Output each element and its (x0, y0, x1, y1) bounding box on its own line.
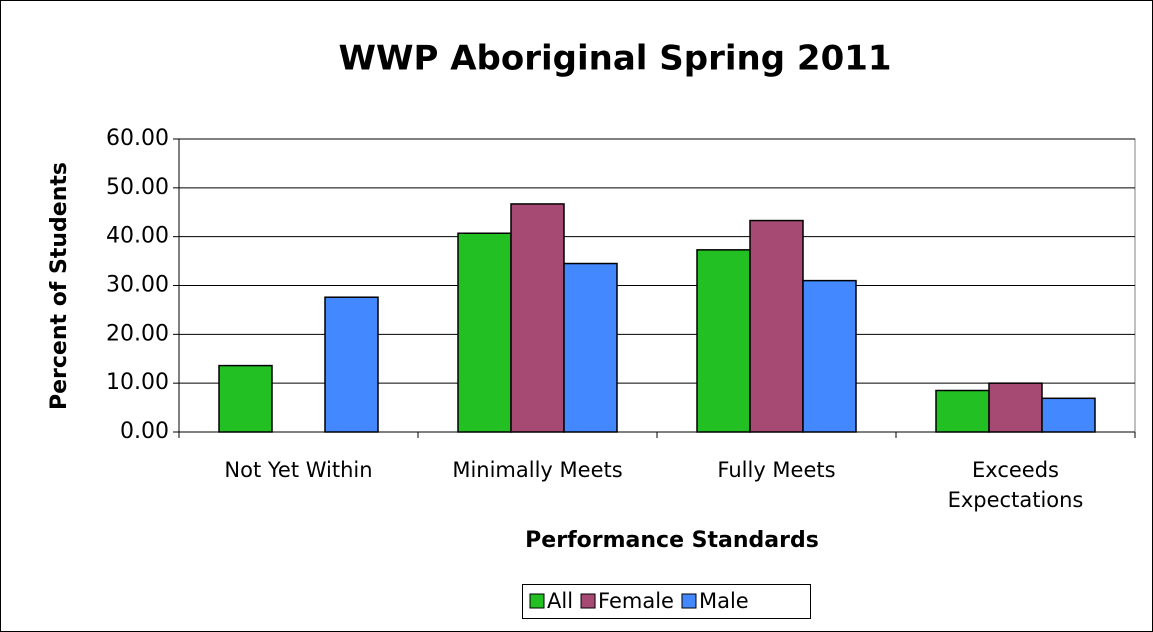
x-tick-label: Not Yet Within (224, 458, 373, 482)
bar (510, 203, 565, 433)
legend-box (522, 584, 811, 619)
bar (324, 296, 379, 433)
bar (563, 262, 618, 433)
legend-label: All (547, 589, 573, 613)
legend-swatch (580, 593, 596, 609)
x-tick-label: Minimally Meets (452, 458, 623, 482)
x-axis-title: Performance Standards (525, 528, 819, 553)
legend-label: Male (699, 589, 749, 613)
y-tick-label: 30.00 (106, 273, 169, 298)
bar (218, 364, 273, 433)
bar (935, 389, 990, 433)
y-tick-label: 20.00 (106, 321, 169, 346)
y-tick-label: 10.00 (106, 370, 169, 395)
bar (696, 249, 751, 433)
y-tick-label: 50.00 (106, 175, 169, 200)
x-tick-label: Exceeds Expectations (947, 458, 1084, 512)
legend-swatch (681, 593, 697, 609)
chart-title: WWP Aboriginal Spring 2011 (338, 39, 891, 79)
y-axis-title: Percent of Students (47, 162, 72, 410)
y-tick-label: 60.00 (106, 126, 169, 151)
x-tick-label: Fully Meets (717, 458, 836, 482)
y-tick-label: 0.00 (120, 419, 169, 444)
legend-label: Female (598, 589, 674, 613)
legend-swatch (529, 593, 545, 609)
y-tick-label: 40.00 (106, 224, 169, 249)
bar (749, 219, 804, 433)
bar (1041, 397, 1096, 433)
bar (988, 382, 1043, 433)
bar (802, 279, 857, 433)
bar (457, 232, 512, 433)
